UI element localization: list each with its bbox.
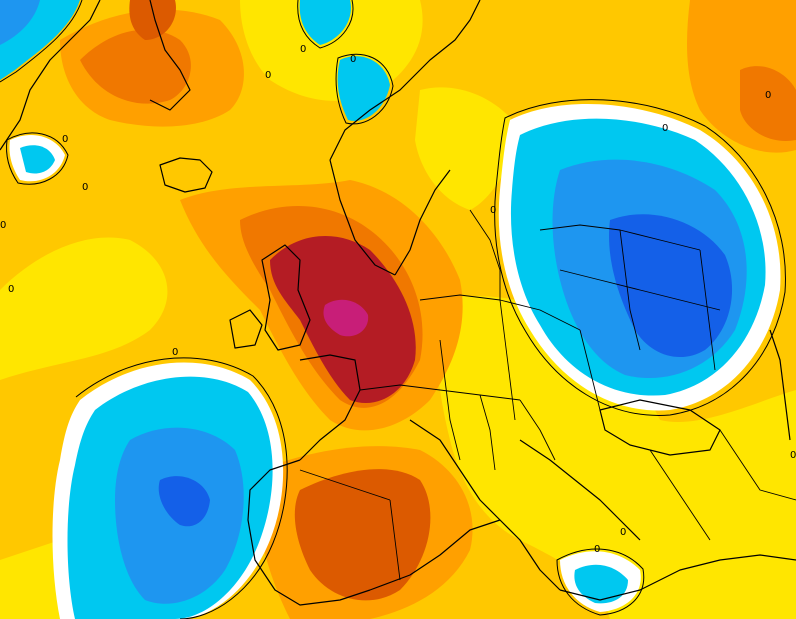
contour-label: 0 [62, 134, 68, 145]
contour-label: 0 [8, 284, 14, 295]
contour-label: 0 [82, 182, 88, 193]
contour-label: 0 [594, 544, 600, 555]
coastlines [0, 0, 796, 606]
contour-label: 0 [620, 527, 626, 538]
contour-label: 0 [172, 347, 178, 358]
warm-core [270, 236, 416, 404]
contour-label: 0 [490, 205, 496, 216]
contour-label: 0 [790, 450, 796, 461]
contour-label: 0 [662, 123, 668, 134]
national-borders [299, 209, 796, 581]
contour-label: 0 [765, 90, 771, 101]
contour-label: 0 [350, 54, 356, 65]
contour-label: 0 [265, 70, 271, 81]
contour-labels: 0 0 0 0 0 0 0 0 0 0 0 0 0 0 [0, 44, 796, 555]
contour-label: 0 [0, 220, 6, 231]
contour-label: 0 [300, 44, 306, 55]
